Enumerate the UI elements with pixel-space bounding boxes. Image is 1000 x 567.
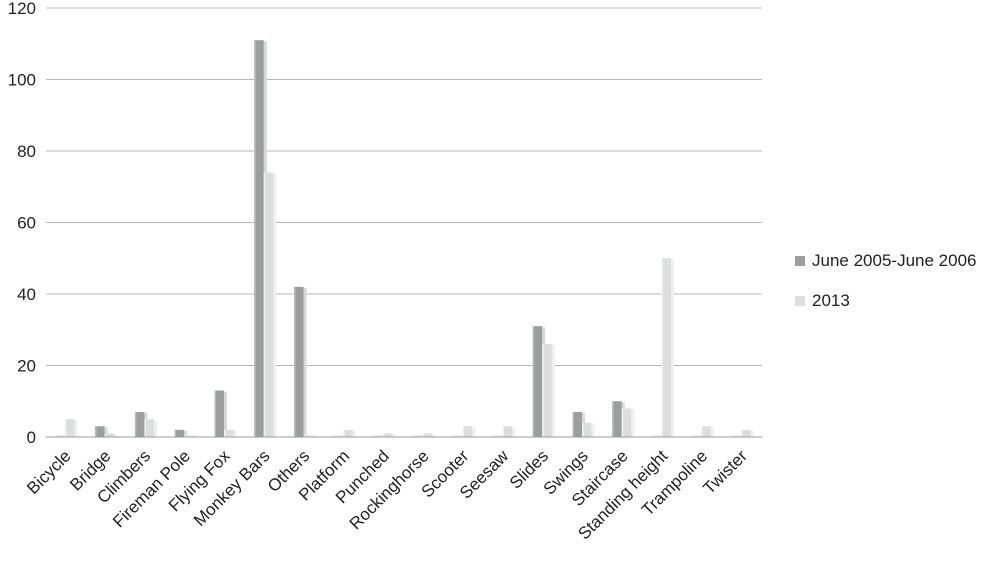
bar-series2: [582, 422, 595, 437]
bar-series1: [55, 435, 68, 437]
bar-series2: [701, 426, 714, 437]
y-tick-label: 40: [17, 285, 36, 304]
bar-series2: [104, 433, 118, 437]
x-tick-label: Twister: [699, 446, 751, 498]
bar-series2: [661, 258, 675, 437]
bar-series2: [64, 419, 78, 437]
bar-series1: [691, 435, 705, 437]
bar-series2: [542, 344, 555, 437]
bar-series1: [174, 429, 188, 437]
bar-series2: [741, 429, 754, 437]
bar-series1: [652, 435, 665, 437]
y-tick-label: 80: [17, 142, 36, 161]
bar-series2: [343, 429, 356, 437]
x-tick-label: Bicycle: [23, 446, 75, 498]
bar-series2: [462, 426, 476, 437]
bar-series2: [383, 433, 396, 437]
bar-series1: [333, 435, 347, 437]
legend-swatch: [795, 296, 805, 306]
bar-series2: [621, 408, 635, 437]
bar-series1: [294, 286, 307, 437]
bar-series1: [453, 435, 466, 437]
bar-series2: [224, 429, 237, 437]
y-tick-label: 0: [27, 428, 36, 447]
bar-series1: [731, 435, 745, 437]
legend-label: 2013: [812, 291, 850, 310]
bar-series1: [492, 435, 506, 437]
y-tick-label: 100: [8, 71, 36, 90]
y-tick-label: 20: [17, 357, 36, 376]
bars: [55, 40, 754, 438]
bar-series2: [144, 419, 157, 437]
y-axis-ticks: 0 20 40 60 80 100 120: [8, 0, 36, 447]
legend-label: June 2005-June 2006: [812, 251, 976, 270]
bar-series2: [303, 435, 317, 437]
y-tick-label: 120: [8, 0, 36, 18]
gridlines: [46, 7, 762, 366]
legend-swatch: [795, 256, 805, 266]
bar-series1: [413, 435, 426, 437]
bar-series2: [502, 426, 515, 437]
y-tick-label: 60: [17, 214, 36, 233]
bar-series2: [422, 433, 436, 437]
bar-series1: [214, 390, 227, 437]
bar-series2: [263, 172, 277, 437]
legend: June 2005-June 2006 2013: [795, 251, 976, 310]
bar-series1: [373, 435, 387, 437]
bar-series2: [184, 435, 197, 437]
bar-series1: [95, 426, 108, 437]
